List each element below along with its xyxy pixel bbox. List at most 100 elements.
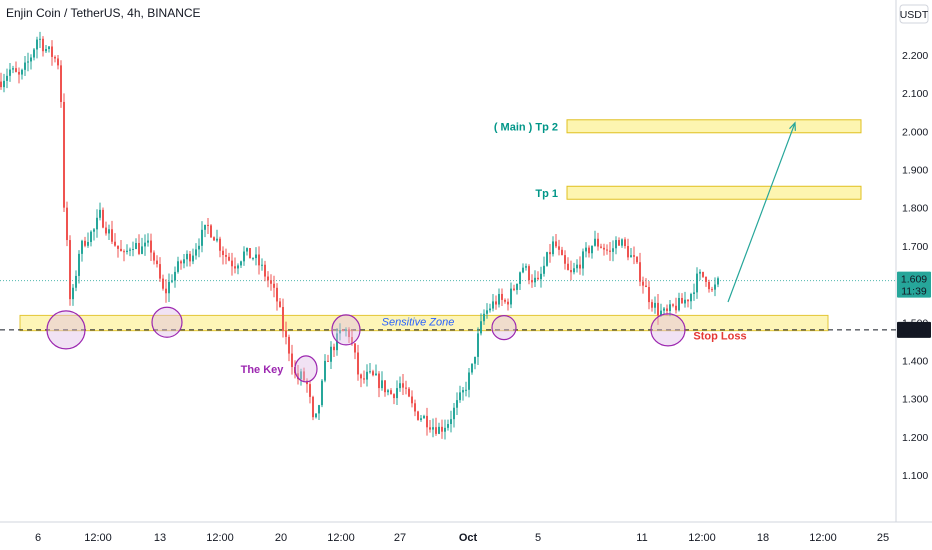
- candle: [63, 93, 65, 213]
- candle: [249, 248, 251, 259]
- candle-body: [426, 415, 428, 428]
- candle: [681, 293, 683, 304]
- candle: [708, 279, 710, 293]
- level-price-badge[interactable]: 1.480: [897, 321, 931, 338]
- candle-countdown: 11:39: [901, 286, 927, 298]
- candle: [684, 291, 686, 308]
- y-tick-label: 1.800: [902, 203, 928, 215]
- candle-body: [39, 38, 41, 40]
- candle-body: [606, 249, 608, 251]
- candle-body: [126, 250, 128, 252]
- candle: [33, 47, 35, 61]
- candle: [36, 36, 38, 59]
- candle: [360, 373, 362, 388]
- candle: [267, 271, 269, 288]
- candle: [135, 238, 137, 250]
- candle: [540, 266, 542, 288]
- candle: [141, 237, 143, 255]
- y-tick-label: 1.900: [902, 164, 928, 176]
- x-tick-label: 12:00: [206, 532, 234, 544]
- candle: [207, 218, 209, 234]
- candle: [198, 238, 200, 258]
- candle: [507, 298, 509, 311]
- candle: [423, 414, 425, 419]
- candle: [147, 233, 149, 247]
- currency-badge[interactable]: [899, 4, 929, 24]
- candle: [531, 274, 533, 288]
- target-arrow-line: [727, 122, 796, 303]
- y-axis[interactable]: 1.1001.2001.3001.4001.5001.6001.7001.800…: [897, 4, 931, 482]
- candle: [414, 399, 416, 417]
- candle-body: [621, 239, 623, 246]
- candle-body: [57, 58, 59, 66]
- candle-body: [582, 251, 584, 269]
- candle-body: [702, 271, 704, 277]
- candle: [252, 257, 254, 261]
- candle: [702, 271, 704, 279]
- candle: [324, 354, 326, 383]
- candle-body: [699, 271, 701, 274]
- candle: [543, 256, 545, 277]
- candle: [189, 251, 191, 267]
- candle-body: [378, 373, 380, 389]
- candle: [330, 341, 332, 369]
- candle-body: [648, 287, 650, 303]
- candle-body: [564, 255, 566, 264]
- candle-body: [225, 255, 227, 257]
- candle: [573, 262, 575, 275]
- candle-body: [465, 389, 467, 391]
- y-tick-label: 1.700: [902, 241, 928, 253]
- candle-body: [105, 227, 107, 234]
- candle-body: [327, 360, 329, 362]
- candle: [375, 364, 377, 376]
- candle-body: [555, 241, 557, 247]
- x-tick-label: 5: [535, 532, 541, 544]
- candle-body: [297, 373, 299, 380]
- candle: [402, 374, 404, 395]
- candle-body: [627, 246, 629, 258]
- candle-body: [288, 336, 290, 354]
- candle-body: [66, 207, 68, 241]
- candle-body: [249, 248, 251, 259]
- candle-body: [486, 310, 488, 314]
- candle-body: [72, 287, 74, 300]
- candle: [585, 242, 587, 258]
- candle-body: [423, 415, 425, 419]
- currency-badge-label: USDT: [900, 9, 929, 21]
- candle: [183, 253, 185, 269]
- candle: [318, 404, 320, 421]
- candle-body: [30, 57, 32, 62]
- x-axis[interactable]: 6 12:00 13 12:00 20 12:00 27 Oct 5 11 12:00 18 12:00…: [35, 532, 889, 544]
- candle: [579, 256, 581, 275]
- candle: [117, 245, 119, 258]
- candle: [84, 236, 86, 248]
- candle-body: [474, 356, 476, 364]
- candle: [303, 367, 305, 383]
- candle-body: [444, 427, 446, 432]
- candle: [408, 387, 410, 398]
- candle-body: [543, 265, 545, 274]
- candle-body: [348, 329, 350, 338]
- highlight-circle: [491, 315, 517, 341]
- candle: [474, 356, 476, 370]
- candle-body: [507, 301, 509, 305]
- candle-body: [585, 247, 587, 252]
- candle: [609, 242, 611, 261]
- candle-body: [636, 256, 638, 263]
- candle-body: [45, 48, 47, 52]
- candle: [405, 380, 407, 395]
- candle: [657, 294, 659, 325]
- candle: [444, 419, 446, 440]
- candle-body: [207, 224, 209, 226]
- candle: [696, 267, 698, 299]
- candle: [498, 288, 500, 308]
- candle-body: [87, 241, 89, 246]
- candle: [162, 274, 164, 291]
- candle-body: [660, 310, 662, 316]
- candle-body: [174, 271, 176, 281]
- candle: [453, 402, 455, 428]
- candle: [591, 245, 593, 259]
- candle: [129, 247, 131, 257]
